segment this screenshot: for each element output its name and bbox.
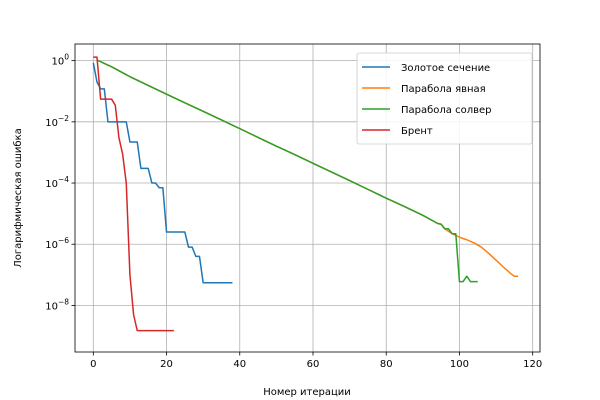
y-tick-base: 10 <box>51 57 64 68</box>
y-tick-base: 10 <box>45 240 58 251</box>
y-tick-exponent: −8 <box>58 297 69 306</box>
legend-label: Парабола солвер <box>401 105 492 116</box>
x-tick-label: 20 <box>160 359 173 370</box>
y-tick-exponent: −2 <box>58 114 69 123</box>
x-tick-label: 80 <box>380 359 393 370</box>
series-layer <box>92 56 519 332</box>
legend-label: Золотое сечение <box>401 63 490 74</box>
y-tick-exponent: −6 <box>58 236 69 245</box>
x-axis-label: Номер итерации <box>263 387 351 398</box>
y-axis-label: Логарифмическая ошибка <box>13 128 24 267</box>
y-tick-label: 10−4 <box>45 175 69 190</box>
x-tick-label: 100 <box>450 359 469 370</box>
y-tick-label: 100 <box>51 53 69 68</box>
series-line-2 <box>96 59 478 283</box>
legend-label: Парабола явная <box>401 84 486 95</box>
legend-label: Брент <box>401 126 433 137</box>
y-tick-exponent: 0 <box>64 53 69 62</box>
y-tick-label: 10−2 <box>45 114 69 129</box>
y-tick-label: 10−6 <box>45 236 69 251</box>
x-tick-label: 120 <box>523 359 542 370</box>
x-tick-label: 60 <box>307 359 320 370</box>
y-tick-exponent: −4 <box>58 175 69 184</box>
series-line-3 <box>93 56 174 332</box>
grid <box>75 44 540 352</box>
legend: Золотое сечение Парабола явная Парабола со… <box>356 52 533 145</box>
plot-frame <box>74 43 541 353</box>
y-tick-base: 10 <box>45 301 58 312</box>
y-tick-label: 10−8 <box>45 297 69 312</box>
x-tick-label: 0 <box>90 359 96 370</box>
legend-box <box>356 52 533 145</box>
x-ticks: 0 20 40 60 80 100 120 <box>90 352 542 370</box>
x-tick-label: 40 <box>233 359 246 370</box>
y-tick-base: 10 <box>45 118 58 129</box>
y-tick-base: 10 <box>45 179 58 190</box>
